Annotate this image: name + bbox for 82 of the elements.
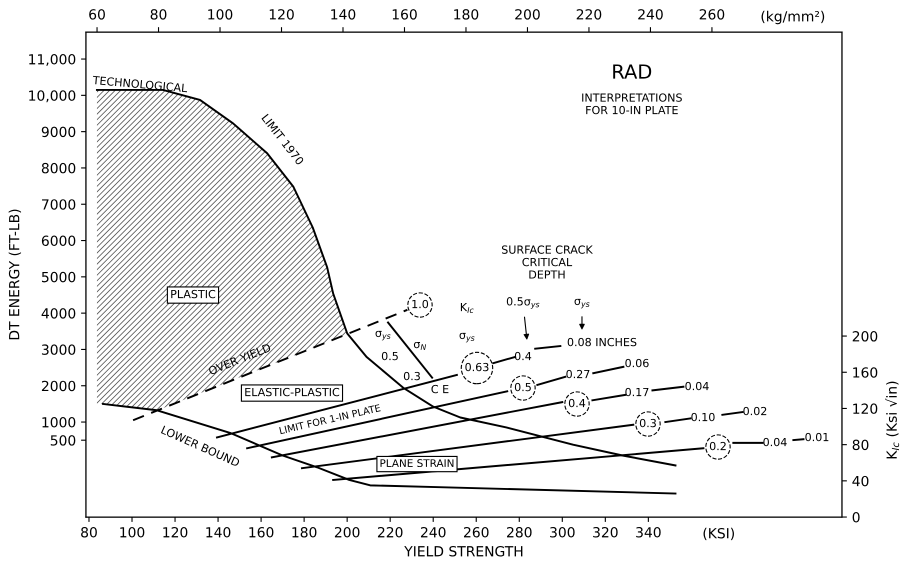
x-tick-label: 220 bbox=[378, 527, 403, 538]
x-tick-label: 300 bbox=[550, 527, 575, 538]
annotation: 0.04 bbox=[685, 382, 709, 390]
annotation: 0.4 bbox=[514, 352, 532, 360]
y-tick-label: 1000 bbox=[42, 417, 76, 428]
annotation: σ$_{ys}$ bbox=[376, 330, 391, 340]
annotation: σ$_{ys}$ bbox=[574, 298, 590, 308]
x2-tick-label: 220 bbox=[576, 9, 602, 20]
y2-axis-title: K$_{Ic}$ (Ksi √in) bbox=[885, 382, 900, 458]
y-axis-title: DT ENERGY (FT-LB) bbox=[8, 210, 22, 340]
x-axis-title: YIELD STRENGTH bbox=[404, 546, 522, 557]
y-tick-label: 8000 bbox=[42, 162, 76, 174]
x-tick-label: 260 bbox=[464, 527, 489, 538]
annotation: 0.01 bbox=[805, 432, 828, 442]
annotation: 0.04 bbox=[763, 438, 787, 446]
annotation: 0.5σ$_{ys}$ bbox=[506, 297, 540, 309]
annotation: 0.08 INCHES bbox=[568, 338, 636, 346]
annotation: 0.3 bbox=[404, 372, 420, 380]
x2-tick-label: 80 bbox=[150, 9, 166, 20]
y2-tick-label: 120 bbox=[853, 403, 878, 414]
annotation: 0.02 bbox=[743, 406, 766, 416]
annotation: PLANE STRAIN bbox=[380, 459, 454, 468]
annotation: 0.5 bbox=[382, 352, 398, 360]
x-tick-label: 120 bbox=[163, 527, 188, 538]
x2-tick-label: 240 bbox=[638, 9, 663, 20]
x-tick-label: 140 bbox=[206, 527, 230, 538]
y-tick-label: 9000 bbox=[42, 126, 76, 138]
x2-tick-label: 140 bbox=[331, 9, 356, 20]
annotation: 0.06 bbox=[625, 358, 649, 368]
annotation: 0.2 bbox=[710, 442, 726, 450]
annotation: OVER YIELD bbox=[208, 343, 272, 376]
x-tick-label: 320 bbox=[593, 527, 618, 538]
annotation: ELASTIC-PLASTIC bbox=[245, 388, 340, 396]
annotation: 0.63 bbox=[465, 362, 488, 372]
x2-tick-label: 120 bbox=[270, 9, 294, 20]
x2-tick-label: 60 bbox=[89, 9, 105, 20]
x2-axis-title: (kg/mm²) bbox=[762, 10, 824, 24]
y2-tick-label: 0 bbox=[852, 512, 860, 523]
annotation: TECHNOLOGICAL bbox=[92, 76, 188, 92]
text: INTERPRETATIONS FOR 10-IN PLATE bbox=[582, 93, 682, 114]
y-tick-label: 7000 bbox=[42, 199, 76, 210]
annotation: 0.17 bbox=[625, 388, 648, 396]
annotation: SURFACE CRACK CRITICAL DEPTH bbox=[502, 245, 593, 279]
annotation: 0.4 bbox=[568, 398, 586, 408]
annotation: LIMIT FOR 1-IN PLATE bbox=[279, 404, 381, 434]
x-tick-label: 100 bbox=[120, 527, 144, 538]
x2-tick-label: 180 bbox=[454, 9, 478, 20]
y-tick-label: 11,000 bbox=[29, 54, 76, 66]
annotation: σ$_{ys}$ bbox=[460, 332, 475, 342]
x2-tick-label: 200 bbox=[515, 9, 540, 20]
annotation: 0.10 bbox=[691, 412, 715, 422]
annotation: 0.27 bbox=[566, 370, 590, 378]
annotation: PLASTIC bbox=[171, 290, 216, 298]
annotation: K$_{Ic}$ bbox=[460, 302, 474, 314]
y2-tick-label: 160 bbox=[853, 367, 878, 378]
x-tick-label: 160 bbox=[249, 527, 274, 538]
annotation: 1.0 bbox=[412, 300, 428, 308]
x-tick-label: 280 bbox=[507, 527, 532, 538]
y-tick-label: 500 bbox=[50, 435, 76, 446]
annotation: C E bbox=[431, 384, 448, 394]
x-tick-label: 200 bbox=[334, 527, 360, 538]
x-tick-label: 240 bbox=[420, 527, 446, 538]
annotation: 0.5 bbox=[514, 382, 531, 392]
y-tick-label: 10,000 bbox=[29, 90, 76, 102]
y2-tick-label: 200 bbox=[852, 331, 878, 342]
y2-tick-label: 40 bbox=[852, 476, 868, 486]
x-tick-label: 80 bbox=[81, 527, 97, 538]
x-tick-label: 180 bbox=[292, 527, 316, 538]
y-tick-label: 5000 bbox=[42, 272, 76, 282]
y2-tick-label: 80 bbox=[852, 440, 868, 450]
x-tick-label: 340 bbox=[636, 527, 661, 538]
text: (KSI) bbox=[704, 528, 734, 540]
y-tick-label: 6000 bbox=[42, 236, 76, 246]
x2-tick-label: 100 bbox=[208, 9, 232, 20]
y-tick-label: 2000 bbox=[42, 380, 76, 392]
x2-tick-label: 160 bbox=[392, 9, 417, 20]
annotation: σ$_{N}$ bbox=[414, 342, 426, 350]
annotation: 0.3 bbox=[640, 418, 656, 428]
y-tick-label: 3000 bbox=[42, 344, 76, 355]
y-tick-label: 4000 bbox=[42, 308, 76, 319]
x2-tick-label: 260 bbox=[700, 9, 724, 20]
text: RAD bbox=[613, 64, 652, 79]
